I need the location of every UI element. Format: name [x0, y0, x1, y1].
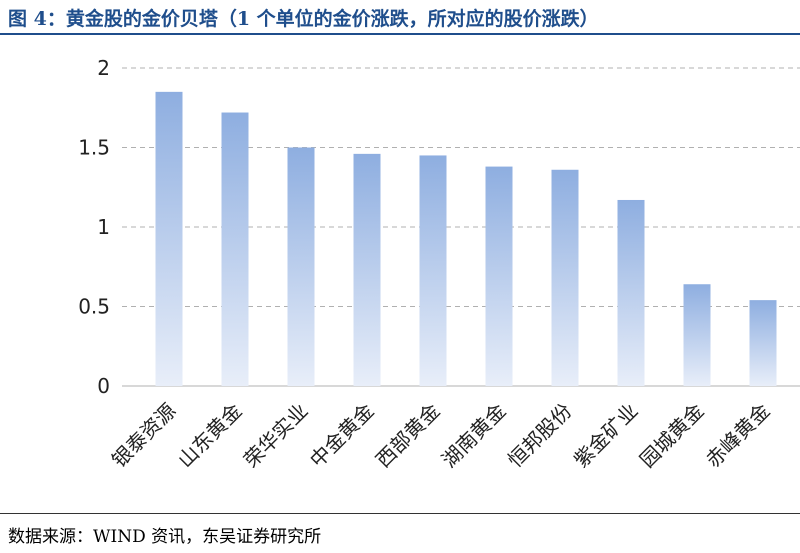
- bar: [221, 112, 249, 387]
- x-category-label: 紫金矿业: [569, 399, 643, 473]
- bar: [155, 91, 183, 386]
- bar: [551, 169, 579, 386]
- y-tick-label: 1.5: [78, 136, 110, 160]
- y-tick-label: 1: [97, 215, 110, 239]
- x-category-label: 恒邦股份: [503, 399, 577, 473]
- x-category-label: 湖南黄金: [437, 399, 511, 473]
- bar-chart: 0 0.5 1 1.5 2 银泰资源山东黄金荣华实业中金黄金西部黄金湖南黄金恒邦股份紫金…: [78, 56, 800, 473]
- y-axis: 0 0.5 1 1.5 2: [78, 56, 110, 398]
- x-category-label: 银泰资源: [107, 399, 181, 473]
- x-category-label: 西部黄金: [371, 399, 445, 473]
- x-category-label: 赤峰黄金: [701, 399, 775, 473]
- x-category-label: 园城黄金: [635, 399, 709, 473]
- footer-divider: [0, 513, 800, 514]
- bar: [617, 199, 645, 386]
- bar: [485, 166, 513, 386]
- x-category-label: 荣华实业: [239, 399, 313, 473]
- bar: [287, 147, 315, 386]
- bar: [749, 300, 777, 386]
- x-category-label: 中金黄金: [305, 399, 379, 473]
- bars: [155, 91, 777, 387]
- bar: [419, 155, 447, 386]
- y-tick-label: 2: [97, 56, 110, 80]
- source-note: 数据来源：WIND 资讯，东吴证券研究所: [8, 527, 322, 547]
- y-tick-label: 0.5: [78, 295, 110, 319]
- figure-title: 图 4：黄金股的金价贝塔（1 个单位的金价涨跌，所对应的股价涨跌）: [8, 8, 599, 30]
- title-divider: [0, 33, 800, 35]
- y-tick-label: 0: [97, 374, 110, 398]
- bar: [683, 284, 711, 386]
- bar: [353, 153, 381, 386]
- x-category-label: 山东黄金: [173, 399, 247, 473]
